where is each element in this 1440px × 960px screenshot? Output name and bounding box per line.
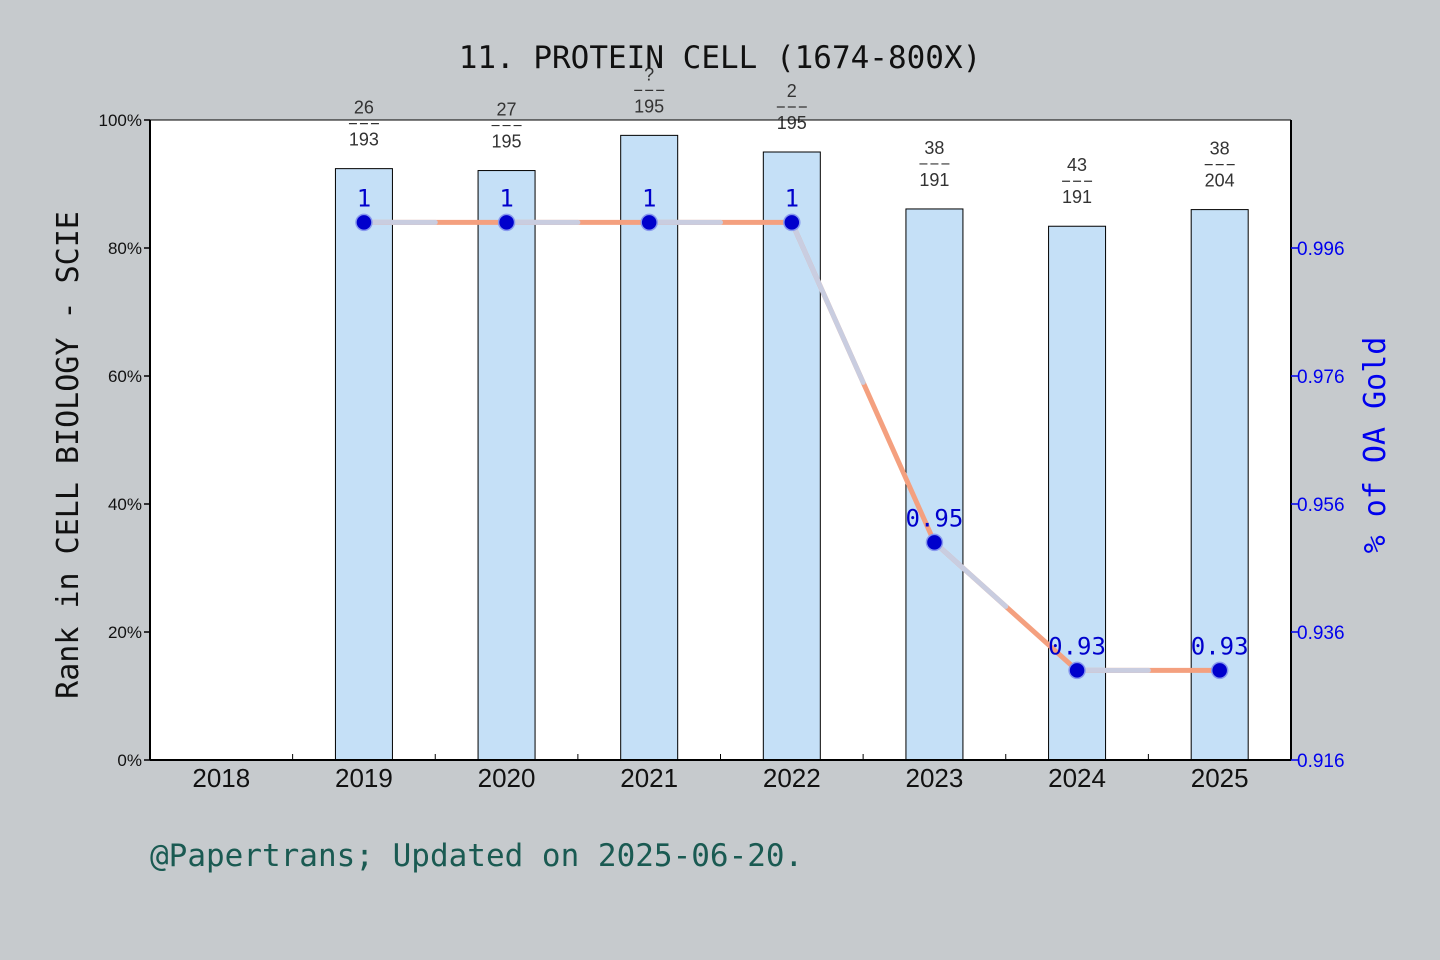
axes-layer: 0% 20% 40% 60% 80% 100% 0.916 0.936 0.956 0.976 0.…: [99, 111, 1345, 793]
chart-title: 11. PROTEIN CELL (1674-800X): [459, 40, 982, 76]
x-tick-label: 2020: [478, 763, 536, 793]
bar: [620, 134, 679, 761]
bar-rank-label: 2: [787, 81, 797, 101]
y2-tick-label: 0.976: [1297, 367, 1345, 388]
y2-tick-label: 0.916: [1297, 751, 1345, 772]
bar-rank-label: 26: [354, 98, 374, 118]
bar: [334, 168, 393, 761]
oa-point: [925, 533, 944, 552]
bar: [1048, 225, 1107, 761]
y-axis-label: Rank in CELL BIOLOGY - SCIE: [51, 211, 86, 699]
bar-rank-label: 43: [1067, 155, 1087, 175]
bar-total-label: 195: [492, 132, 522, 152]
plot-area: [150, 120, 1291, 760]
x-tick-label: 2021: [620, 763, 678, 793]
oa-line-segment-shade: [789, 219, 866, 385]
bar-total-label: 191: [919, 170, 949, 190]
oa-point: [497, 213, 516, 232]
x-tick-label: 2025: [1191, 763, 1249, 793]
oa-point: [1210, 661, 1229, 680]
bar-total-label: 193: [349, 130, 379, 150]
oa-point-label: 0.93: [1048, 632, 1106, 660]
oa-point: [640, 213, 658, 232]
y-tick-label: 0%: [117, 751, 142, 770]
y-tick-label: 100%: [99, 111, 142, 130]
oa-line-layer: 1 1 1 1 0.95 0.93 0.93: [355, 184, 1249, 680]
oa-point: [355, 213, 373, 232]
bar: [477, 170, 536, 761]
bar-rank-label: 38: [1210, 139, 1230, 159]
footer-credit: @Papertrans; Updated on 2025-06-20.: [150, 838, 803, 874]
x-tick-label: 2019: [335, 763, 393, 793]
y2-tick-label: 0.956: [1297, 495, 1345, 516]
y-tick-label: 80%: [108, 239, 142, 258]
x-tick-label: 2024: [1048, 763, 1106, 793]
bar-total-label: 195: [777, 113, 807, 133]
oa-point-label: 0.93: [1191, 632, 1249, 660]
bar: [762, 151, 821, 761]
bar-total-label: 195: [634, 96, 664, 116]
oa-point-label: 0.95: [906, 504, 964, 532]
y-tick-label: 40%: [108, 495, 142, 514]
oa-point-label: 1: [357, 184, 371, 212]
y2-tick-label: 0.936: [1297, 623, 1345, 644]
oa-point-label: 1: [642, 184, 656, 212]
x-tick-label: 2023: [906, 763, 964, 793]
bar-total-label: 204: [1205, 171, 1235, 191]
oa-point: [1068, 661, 1086, 680]
bar-rank-label: 38: [924, 138, 944, 158]
y2-axis-label: % of OA Gold: [1358, 337, 1393, 554]
bar-rank-label: ?: [644, 64, 654, 84]
bar: [905, 208, 964, 761]
oa-point-label: 1: [499, 184, 513, 212]
y-tick-label: 60%: [108, 367, 142, 386]
oa-line-segment-shade: [931, 539, 1009, 609]
x-tick-label: 2022: [763, 763, 821, 793]
oa-point: [783, 213, 801, 232]
y-tick-label: 20%: [108, 623, 142, 642]
bar-total-label: 191: [1062, 187, 1092, 207]
bar-rank-label: 27: [497, 100, 517, 120]
oa-point-label: 1: [785, 184, 799, 212]
y2-tick-label: 0.996: [1297, 239, 1345, 260]
bar-labels-layer: 26 193 27 195? 195 2 195 38 191 43 191 38 204: [349, 64, 1235, 207]
x-tick-label: 2018: [192, 763, 250, 793]
